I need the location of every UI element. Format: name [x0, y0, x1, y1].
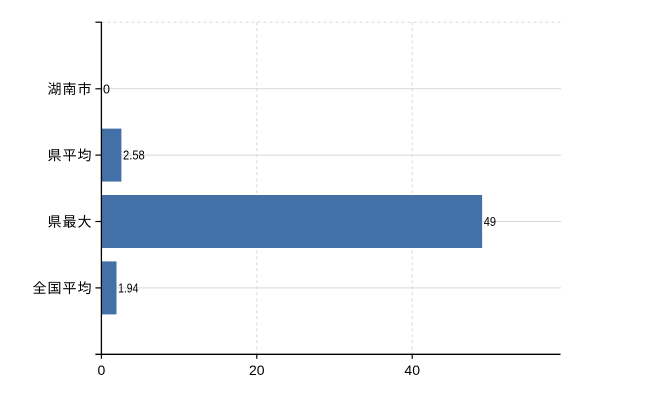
svg-text:2.58: 2.58 — [123, 149, 145, 163]
svg-text:1.94: 1.94 — [118, 282, 138, 296]
svg-text:20: 20 — [249, 362, 265, 378]
svg-text:0: 0 — [98, 362, 106, 378]
svg-text:40: 40 — [404, 362, 420, 378]
svg-text:49: 49 — [484, 215, 496, 229]
svg-text:0: 0 — [103, 82, 110, 96]
